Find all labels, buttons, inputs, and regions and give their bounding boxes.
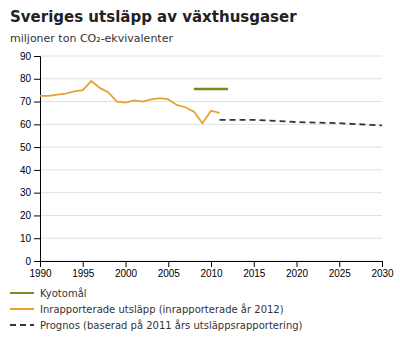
tick: 0: [25, 256, 40, 267]
tick: 20: [20, 210, 40, 221]
tick-mark: [34, 215, 40, 216]
legend-entry: Inrapporterade utsläpp (inrapporterade å…: [10, 303, 284, 315]
tick-mark: [34, 102, 40, 103]
legend: Kyotomål Inrapporterade utsläpp (inrappor…: [10, 287, 303, 331]
grid-line: [40, 78, 382, 79]
tick-label: 2000: [115, 268, 138, 279]
axis-line: [34, 57, 41, 262]
tick-mark: [297, 261, 298, 267]
tick-label: 40: [20, 165, 32, 176]
legend-label: Prognos (baserad på 2011 års utsläppsrap…: [40, 319, 303, 331]
legend-swatch: [10, 308, 34, 310]
tick-mark: [34, 79, 40, 80]
tick-label: 90: [20, 51, 32, 62]
chart: Sveriges utsläpp av växthusgaser miljoner…: [0, 0, 400, 345]
tick: 2020: [286, 261, 309, 279]
tick: 50: [20, 142, 40, 153]
x-axis: 1990 1995 2000 2005 2010 2015 2020 2025 2030: [29, 261, 394, 279]
legend-entry: Kyotomål: [10, 287, 87, 299]
tick-label: 2010: [200, 268, 223, 279]
tick: 2025: [329, 261, 352, 279]
grid-line: [40, 192, 382, 193]
tick-mark: [34, 193, 40, 194]
grid-line: [40, 124, 382, 125]
tick: 2030: [371, 261, 394, 279]
tick-label: 2030: [371, 268, 394, 279]
tick-label: 1990: [29, 268, 52, 279]
tick-label: 80: [20, 73, 32, 84]
tick-label: 60: [20, 119, 32, 130]
tick-label: 70: [20, 96, 32, 107]
tick-mark: [126, 261, 127, 267]
tick: 90: [20, 51, 40, 62]
tick-mark: [34, 56, 40, 57]
legend-swatch: [10, 324, 34, 326]
tick: 2005: [158, 261, 181, 279]
tick-mark: [83, 261, 84, 267]
grid-line: [40, 147, 382, 148]
tick: 60: [20, 119, 40, 130]
tick: 40: [20, 165, 40, 176]
grid-line: [40, 169, 382, 170]
tick-label: 2015: [243, 268, 266, 279]
tick: 80: [20, 73, 40, 84]
tick: 10: [20, 233, 40, 244]
series-line: [40, 81, 220, 123]
tick-mark: [211, 261, 212, 267]
grid-line: [40, 56, 382, 57]
plot: 1990199520002005201020152020202520300102…: [20, 51, 394, 279]
legend-label: Inrapporterade utsläpp (inrapporterade å…: [40, 303, 284, 315]
tick-label: 2020: [286, 268, 309, 279]
tick-label: 20: [20, 210, 32, 221]
tick: 2010: [200, 261, 223, 279]
tick-label: 1995: [72, 268, 95, 279]
y-axis: 0 10 20 30 40 50 60 70 80 90: [20, 51, 41, 267]
series-line: [194, 88, 228, 91]
tick-mark: [168, 261, 169, 267]
tick: 2015: [243, 261, 266, 279]
tick-label: 50: [20, 142, 32, 153]
tick-mark: [34, 238, 40, 239]
tick-mark: [34, 170, 40, 171]
tick-label: 0: [25, 256, 31, 267]
grid-line: [40, 238, 382, 239]
tick-mark: [34, 124, 40, 125]
tick-label: 10: [20, 233, 32, 244]
legend-swatch: [10, 292, 34, 294]
grid-line: [40, 215, 382, 216]
tick-mark: [254, 261, 255, 267]
tick: 30: [20, 187, 40, 198]
y-label: miljoner ton CO₂-ekvivalenter: [10, 32, 173, 45]
grid: [40, 56, 382, 261]
tick-mark: [34, 261, 40, 262]
tick-mark: [34, 147, 40, 148]
grid-line: [40, 101, 382, 102]
tick-mark: [339, 261, 340, 267]
tick-label: 30: [20, 187, 32, 198]
legend-entry: Prognos (baserad på 2011 års utsläppsrap…: [10, 319, 303, 331]
tick: 1995: [72, 261, 95, 279]
lines: [40, 81, 382, 125]
axis-line: [41, 262, 383, 268]
tick: 1990: [29, 261, 52, 279]
series-line: [220, 120, 382, 126]
tick-label: 2025: [329, 268, 352, 279]
legend-label: Kyotomål: [40, 287, 87, 299]
title: Sveriges utsläpp av växthusgaser: [10, 8, 297, 26]
tick: 2000: [115, 261, 138, 279]
tick-mark: [382, 261, 383, 267]
tick: 70: [20, 96, 40, 107]
tick-label: 2005: [158, 268, 181, 279]
